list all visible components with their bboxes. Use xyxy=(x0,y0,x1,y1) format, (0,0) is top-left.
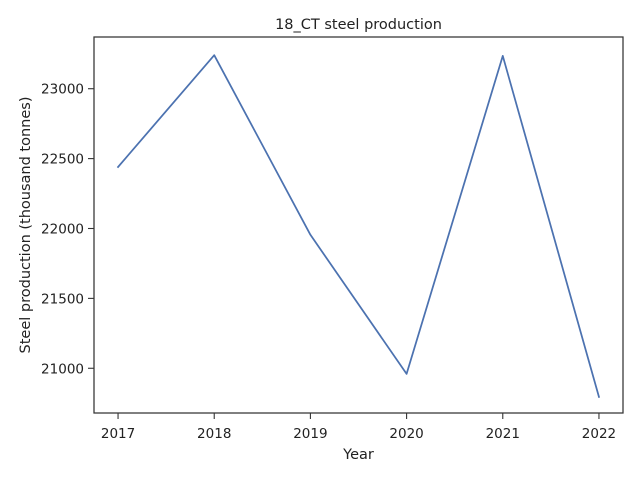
series-line-0 xyxy=(116,54,601,399)
y-axis-ticks: 21000 21500 22000 22500 23000 xyxy=(41,82,94,377)
y-tick-label: 23000 xyxy=(41,82,84,98)
y-axis-label: Steel production (thousand tonnes) xyxy=(18,97,34,354)
chart-title: 18_CT steel production xyxy=(275,17,442,33)
x-tick-label: 2018 xyxy=(197,426,231,442)
series-layer xyxy=(116,54,601,399)
x-tick-label: 2017 xyxy=(101,426,135,442)
plot-frame xyxy=(93,36,624,414)
y-tick-label: 21500 xyxy=(41,291,84,307)
x-axis-label: Year xyxy=(342,447,374,463)
x-tick-label: 2019 xyxy=(293,426,327,442)
x-axis-ticks: 2017 2018 2019 2020 2021 2022 xyxy=(101,413,616,442)
y-tick-label: 22000 xyxy=(41,221,84,237)
x-tick-label: 2021 xyxy=(486,426,520,442)
y-tick-label: 22500 xyxy=(41,152,84,168)
y-tick-label: 21000 xyxy=(41,361,84,377)
x-tick-label: 2022 xyxy=(582,426,616,442)
x-tick-label: 2020 xyxy=(389,426,423,442)
